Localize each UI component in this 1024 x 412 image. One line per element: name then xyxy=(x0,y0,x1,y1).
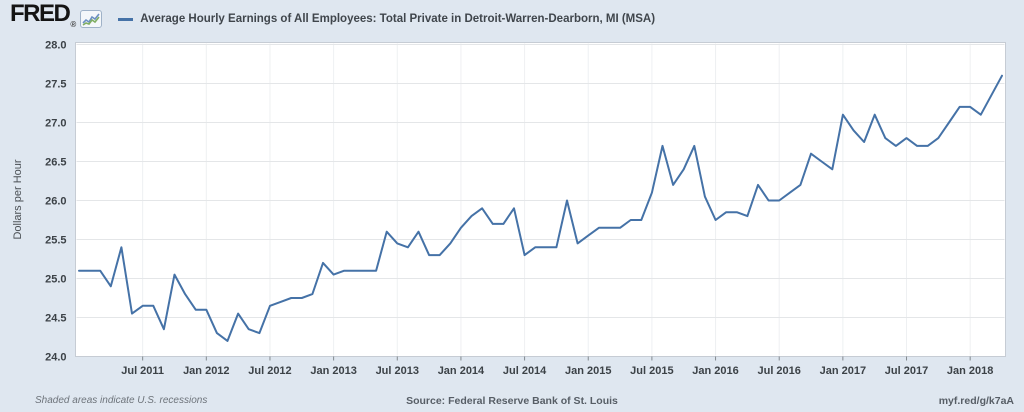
chart-header: FRED® Average Hourly Earnings of All Emp… xyxy=(10,0,656,33)
x-tick-label: Jan 2016 xyxy=(692,365,738,377)
y-tick-label: 24.0 xyxy=(45,351,66,363)
chart-footer: Shaded areas indicate U.S. recessions So… xyxy=(0,395,1024,409)
x-tick-label: Jul 2014 xyxy=(503,365,547,377)
x-tick-label: Jul 2011 xyxy=(121,365,164,377)
x-tick-label: Jul 2012 xyxy=(248,365,291,377)
x-tick-label: Jul 2013 xyxy=(376,365,419,377)
y-tick-label: 25.0 xyxy=(45,273,66,285)
data-line xyxy=(78,74,1003,342)
y-tick-label: 28.0 xyxy=(45,39,66,51)
series-title: Average Hourly Earnings of All Employees… xyxy=(140,13,656,25)
y-axis-title: Dollars per Hour xyxy=(12,159,24,239)
legend-line-swatch xyxy=(118,17,134,21)
x-tick-label: Jan 2018 xyxy=(947,365,993,377)
x-tick-label: Jan 2012 xyxy=(183,365,229,377)
y-tick-label: 25.5 xyxy=(45,234,66,246)
y-tick-label: 24.5 xyxy=(45,312,66,324)
fred-short-link: myf.red/g/k7aA xyxy=(938,395,1014,407)
fred-logo: FRED® xyxy=(10,0,77,29)
x-tick-label: Jul 2017 xyxy=(885,365,928,377)
y-tick-label: 26.5 xyxy=(45,156,66,168)
recession-note: Shaded areas indicate U.S. recessions xyxy=(35,395,208,406)
x-tick-label: Jul 2015 xyxy=(630,365,673,377)
source-attribution: Source: Federal Reserve Bank of St. Loui… xyxy=(406,395,618,407)
fred-sparkline-icon xyxy=(80,10,103,28)
x-tick-label: Jan 2014 xyxy=(438,365,485,377)
y-tick-label: 27.0 xyxy=(45,117,66,129)
x-tick-label: Jul 2016 xyxy=(757,365,800,377)
registered-mark: ® xyxy=(70,19,77,29)
y-tick-label: 26.0 xyxy=(45,195,66,207)
x-tick-label: Jan 2017 xyxy=(820,365,866,377)
x-tick-label: Jan 2013 xyxy=(310,365,356,377)
plot-background xyxy=(75,42,1006,357)
x-tick-label: Jan 2015 xyxy=(565,365,611,377)
y-tick-label: 27.5 xyxy=(45,78,66,90)
